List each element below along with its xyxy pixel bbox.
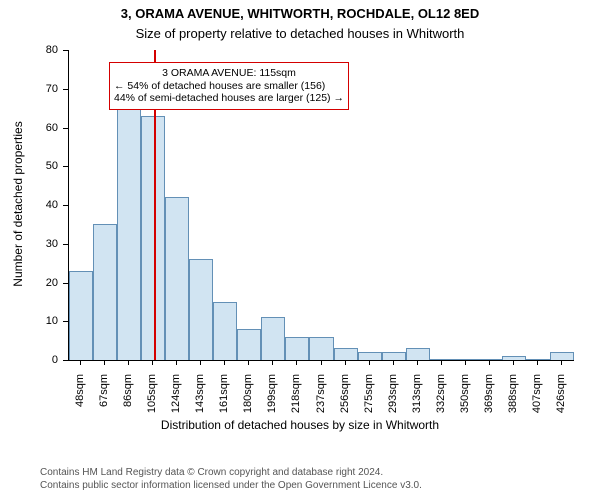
histogram-bar: [93, 224, 117, 360]
y-tick-label: 60: [0, 122, 58, 134]
footer-attribution: Contains HM Land Registry data © Crown c…: [40, 467, 422, 492]
x-tick-mark: [345, 360, 346, 365]
annotation-line: 3 ORAMA AVENUE: 115sqm: [114, 67, 344, 80]
x-tick-label: 67sqm: [98, 374, 110, 422]
x-tick-mark: [80, 360, 81, 365]
chart-container: 3, ORAMA AVENUE, WHITWORTH, ROCHDALE, OL…: [0, 0, 600, 500]
histogram-bar: [237, 329, 261, 360]
annotation-box: 3 ORAMA AVENUE: 115sqm← 54% of detached …: [109, 62, 349, 110]
x-tick-label: 161sqm: [218, 374, 230, 422]
y-tick-label: 10: [0, 315, 58, 327]
x-tick-mark: [200, 360, 201, 365]
x-tick-label: 124sqm: [170, 374, 182, 422]
plot-area: 3 ORAMA AVENUE: 115sqm← 54% of detached …: [68, 50, 574, 361]
x-tick-mark: [441, 360, 442, 365]
x-tick-mark: [417, 360, 418, 365]
x-tick-mark: [128, 360, 129, 365]
chart-title: 3, ORAMA AVENUE, WHITWORTH, ROCHDALE, OL…: [0, 6, 600, 21]
annotation-line: ← 54% of detached houses are smaller (15…: [114, 80, 344, 93]
y-tick-mark: [63, 205, 68, 206]
x-tick-label: 332sqm: [435, 374, 447, 422]
x-tick-label: 143sqm: [194, 374, 206, 422]
x-tick-label: 350sqm: [459, 374, 471, 422]
x-tick-mark: [248, 360, 249, 365]
y-tick-mark: [63, 283, 68, 284]
x-axis-label: Distribution of detached houses by size …: [0, 418, 600, 432]
y-tick-label: 0: [0, 354, 58, 366]
footer-line: Contains public sector information licen…: [40, 480, 422, 493]
x-tick-label: 407sqm: [531, 374, 543, 422]
y-tick-mark: [63, 360, 68, 361]
y-tick-label: 80: [0, 44, 58, 56]
y-tick-mark: [63, 128, 68, 129]
x-tick-mark: [272, 360, 273, 365]
x-tick-mark: [513, 360, 514, 365]
annotation-line: 44% of semi-detached houses are larger (…: [114, 92, 344, 105]
x-tick-label: 293sqm: [387, 374, 399, 422]
histogram-bar: [261, 317, 285, 360]
y-tick-label: 20: [0, 277, 58, 289]
x-tick-mark: [176, 360, 177, 365]
histogram-bar: [285, 337, 309, 360]
x-tick-label: 218sqm: [290, 374, 302, 422]
x-tick-label: 388sqm: [507, 374, 519, 422]
x-tick-label: 369sqm: [483, 374, 495, 422]
y-tick-label: 50: [0, 160, 58, 172]
x-tick-mark: [489, 360, 490, 365]
x-tick-mark: [224, 360, 225, 365]
histogram-bar: [334, 348, 358, 360]
x-tick-label: 199sqm: [266, 374, 278, 422]
y-tick-label: 70: [0, 83, 58, 95]
x-tick-mark: [561, 360, 562, 365]
histogram-bar: [406, 348, 430, 360]
x-tick-label: 313sqm: [411, 374, 423, 422]
histogram-bar: [141, 116, 165, 360]
x-tick-label: 237sqm: [315, 374, 327, 422]
histogram-bar: [69, 271, 93, 360]
y-tick-mark: [63, 50, 68, 51]
x-tick-mark: [393, 360, 394, 365]
x-tick-label: 105sqm: [146, 374, 158, 422]
x-tick-mark: [296, 360, 297, 365]
x-tick-label: 180sqm: [242, 374, 254, 422]
x-tick-label: 86sqm: [122, 374, 134, 422]
x-tick-mark: [537, 360, 538, 365]
y-tick-label: 30: [0, 238, 58, 250]
histogram-bar: [309, 337, 333, 360]
histogram-bar: [382, 352, 406, 360]
histogram-bar: [117, 89, 141, 360]
histogram-bar: [213, 302, 237, 360]
x-tick-mark: [369, 360, 370, 365]
x-tick-mark: [321, 360, 322, 365]
histogram-bar: [550, 352, 574, 360]
histogram-bar: [358, 352, 382, 360]
x-tick-label: 256sqm: [339, 374, 351, 422]
y-tick-mark: [63, 244, 68, 245]
chart-subtitle: Size of property relative to detached ho…: [0, 26, 600, 41]
y-tick-mark: [63, 89, 68, 90]
footer-line: Contains HM Land Registry data © Crown c…: [40, 467, 422, 480]
x-tick-label: 426sqm: [555, 374, 567, 422]
x-tick-mark: [152, 360, 153, 365]
x-tick-label: 48sqm: [74, 374, 86, 422]
histogram-bar: [165, 197, 189, 360]
y-tick-mark: [63, 166, 68, 167]
histogram-bar: [189, 259, 213, 360]
y-tick-mark: [63, 321, 68, 322]
x-tick-label: 275sqm: [363, 374, 375, 422]
x-tick-mark: [104, 360, 105, 365]
x-tick-mark: [465, 360, 466, 365]
y-tick-label: 40: [0, 199, 58, 211]
